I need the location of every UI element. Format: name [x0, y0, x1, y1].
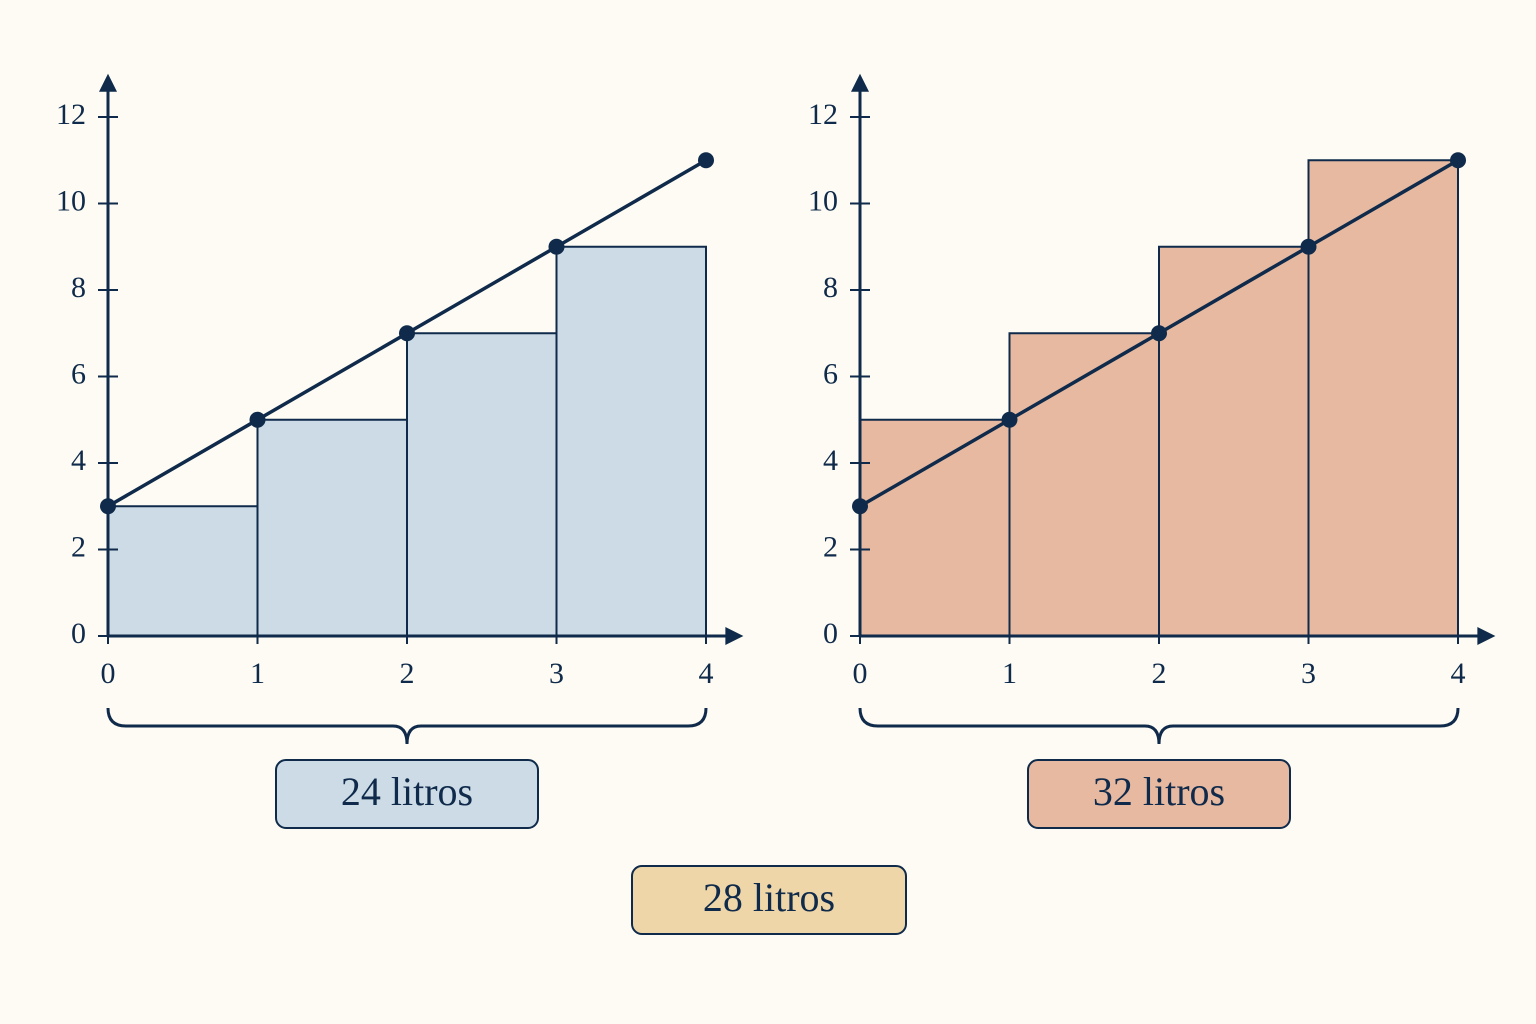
y-axis-arrow [99, 73, 117, 92]
y-tick-label: 10 [808, 184, 838, 217]
x-tick-label: 4 [699, 657, 714, 690]
y-tick-label: 8 [71, 271, 86, 304]
y-tick-label: 12 [56, 98, 86, 131]
point [698, 152, 714, 169]
y-tick-label: 12 [808, 98, 838, 131]
y-tick-label: 10 [56, 184, 86, 217]
point [1300, 238, 1317, 255]
x-tick-label: 2 [400, 657, 415, 690]
bar [107, 505, 259, 637]
bar [406, 332, 558, 637]
x-tick-label: 3 [1301, 657, 1316, 690]
bar [1158, 245, 1310, 637]
y-tick-label: 2 [71, 530, 86, 563]
x-tick-label: 4 [1451, 657, 1466, 690]
point [1151, 325, 1167, 342]
y-tick-label: 0 [71, 617, 86, 650]
result-label: 24 litros [341, 769, 473, 814]
x-axis-arrow [1477, 627, 1496, 645]
x-tick-label: 1 [1002, 657, 1017, 690]
y-tick-label: 2 [823, 530, 838, 563]
y-tick-label: 4 [71, 444, 86, 477]
y-axis-arrow [851, 73, 869, 92]
y-tick-label: 4 [823, 444, 838, 477]
result-label-box [1027, 759, 1291, 829]
x-tick-label: 2 [1152, 657, 1167, 690]
bar [555, 245, 707, 637]
point [249, 411, 266, 428]
bar [256, 418, 408, 637]
bar [859, 418, 1011, 637]
bar [1307, 159, 1459, 637]
point [1450, 152, 1466, 169]
point [548, 238, 565, 255]
y-tick-label: 8 [823, 271, 838, 304]
point [399, 325, 415, 342]
summary-label-box [631, 865, 907, 935]
brace [858, 707, 1460, 745]
y-tick-label: 6 [71, 357, 86, 390]
summary-label: 28 litros [703, 875, 835, 920]
point [852, 498, 868, 515]
y-tick-label: 6 [823, 357, 838, 390]
x-tick-label: 1 [250, 657, 265, 690]
result-label: 32 litros [1093, 769, 1225, 814]
result-label-box [275, 759, 539, 829]
x-tick-label: 0 [853, 657, 868, 690]
point [1001, 411, 1018, 428]
point [100, 498, 116, 515]
bar [1008, 332, 1160, 637]
y-tick-label: 0 [823, 617, 838, 650]
brace [106, 707, 708, 745]
x-tick-label: 0 [101, 657, 116, 690]
x-tick-label: 3 [549, 657, 564, 690]
x-axis-arrow [725, 627, 744, 645]
